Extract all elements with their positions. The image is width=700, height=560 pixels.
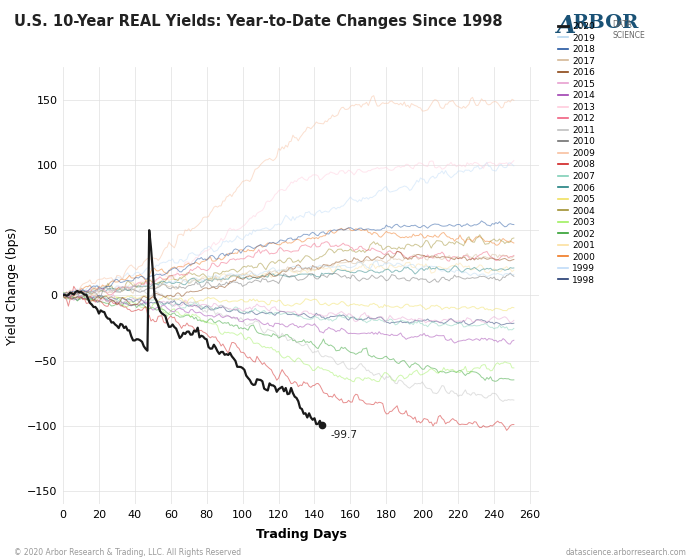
Text: © 2020 Arbor Research & Trading, LLC. All Rights Reserved: © 2020 Arbor Research & Trading, LLC. Al… — [14, 548, 241, 557]
Text: -99.7: -99.7 — [330, 431, 358, 440]
X-axis label: Trading Days: Trading Days — [256, 528, 346, 541]
Text: datascience.arborresearch.com: datascience.arborresearch.com — [565, 548, 686, 557]
Text: DATA
SCIENCE: DATA SCIENCE — [612, 20, 645, 40]
Text: U.S. 10-Year REAL Yields: Year-to-Date Changes Since 1998: U.S. 10-Year REAL Yields: Year-to-Date C… — [14, 14, 503, 29]
Legend: 2020, 2019, 2018, 2017, 2016, 2015, 2014, 2013, 2012, 2011, 2010, 2009, 2008, 20: 2020, 2019, 2018, 2017, 2016, 2015, 2014… — [554, 18, 598, 288]
Text: RBOR: RBOR — [573, 14, 639, 32]
Y-axis label: Yield Change (bps): Yield Change (bps) — [6, 227, 19, 344]
Text: A: A — [556, 14, 576, 38]
